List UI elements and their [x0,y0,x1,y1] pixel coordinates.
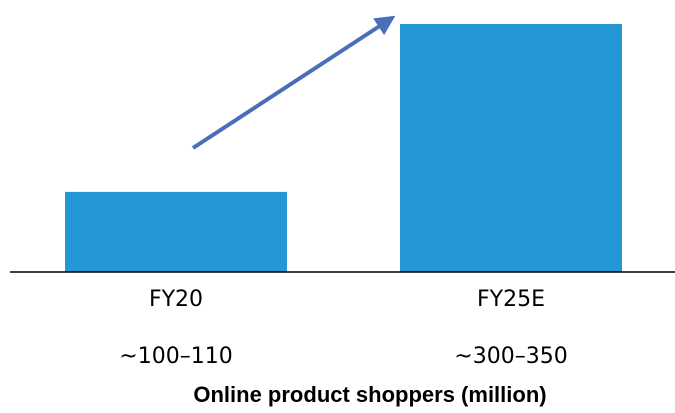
chart-title: Online product shoppers (million) [193,382,546,407]
growth-arrow [191,15,396,150]
bar [65,191,287,272]
bar [400,24,622,272]
x-tick-label: FY25E [477,287,545,312]
value-label: ~100–110 [119,344,232,369]
value-label: ~300–350 [454,344,567,369]
x-tick-label: FY20 [149,287,203,312]
